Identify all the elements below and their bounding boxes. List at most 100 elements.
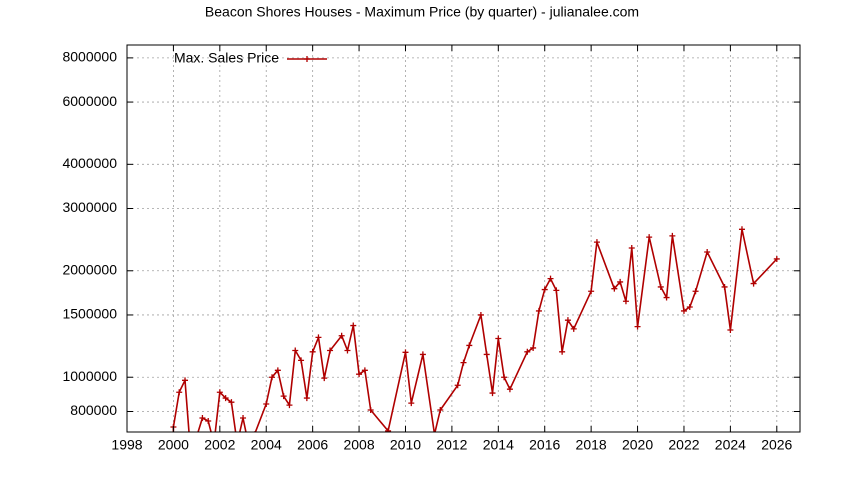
point-marker [622,298,629,305]
series-line [172,228,778,432]
point-marker [309,348,316,355]
grid [126,45,800,432]
x-tick-label: 2012 [436,437,467,453]
x-tick-label: 2026 [761,437,792,453]
point-marker [495,335,502,342]
point-marker [570,325,577,332]
point-marker [350,322,357,329]
y-tick-label: 8000000 [62,49,117,65]
point-marker [286,402,293,409]
y-tick-label: 4000000 [62,155,117,171]
x-tick-label: 2010 [390,437,421,453]
x-tick-label: 1998 [111,437,142,453]
point-marker [222,395,229,402]
point-marker [773,255,780,262]
point-marker [704,249,711,256]
point-marker [263,401,270,408]
point-marker [547,275,554,282]
point-marker [199,414,206,421]
point-marker [553,287,560,294]
point-marker [454,382,461,389]
point-marker [361,367,368,374]
point-marker [419,351,426,358]
x-tick-label: 2004 [251,437,282,453]
point-marker [315,334,322,341]
point-marker [611,285,618,292]
point-marker [646,234,653,241]
y-tick-label: 2000000 [62,261,117,277]
point-marker [692,288,699,295]
y-tick-label: 6000000 [62,93,117,109]
x-tick-label: 2008 [343,437,374,453]
point-marker [501,374,508,381]
point-marker [303,395,310,402]
legend-label: Max. Sales Price [174,50,279,66]
point-marker [541,286,548,293]
point-marker [437,406,444,413]
y-tick-label: 3000000 [62,199,117,215]
point-marker [280,393,287,400]
point-marker [721,283,728,290]
point-marker [188,453,194,459]
point-marker [240,414,247,421]
y-tick-label: 800000 [70,402,117,418]
x-tick-label: 2016 [529,437,560,453]
point-marker [593,239,600,246]
point-marker [466,342,473,349]
x-tick-label: 2006 [297,437,328,453]
point-marker [686,303,693,310]
chart-title: Beacon Shores Houses - Maximum Price (by… [205,4,639,20]
point-marker [344,347,351,354]
point-marker [524,348,531,355]
point-marker [506,386,513,393]
point-marker [274,367,281,374]
x-tick-label: 2002 [204,437,235,453]
point-marker [628,244,635,251]
point-marker [669,232,676,239]
y-tick-label: 1000000 [62,368,117,384]
point-marker [269,374,276,381]
point-marker [617,278,624,285]
point-marker [530,344,537,351]
point-marker [559,348,566,355]
y-tick-label: 1500000 [62,306,117,322]
point-marker [727,327,734,334]
point-marker [327,347,334,354]
point-marker [408,400,415,407]
plot-border [126,44,801,433]
x-tick-label: 2014 [483,437,514,453]
x-tick-label: 2022 [668,437,699,453]
point-marker [176,389,183,396]
point-marker [483,351,490,358]
point-marker [228,399,235,406]
point-marker [535,307,542,314]
point-marker [663,294,670,301]
point-marker [477,311,484,318]
x-tick-label: 2018 [576,437,607,453]
x-tick-label: 2024 [715,437,746,453]
point-marker [657,283,664,290]
point-marker [634,323,641,330]
point-marker [738,226,745,233]
x-tick-label: 2000 [158,437,189,453]
point-marker [460,359,467,366]
point-marker [356,371,363,378]
point-marker [298,357,305,364]
plot-area [170,226,780,459]
x-tick-label: 2020 [622,437,653,453]
point-marker [292,347,299,354]
point-marker [367,406,374,413]
point-marker [385,427,392,432]
point-marker [205,417,212,424]
point-marker [338,332,345,339]
point-marker [216,389,223,396]
point-marker [588,288,595,295]
point-marker [321,375,328,382]
point-marker [564,317,571,324]
point-marker [750,280,757,287]
point-marker [402,349,409,356]
point-marker [182,377,189,384]
point-marker [489,390,496,397]
point-marker [680,307,687,314]
